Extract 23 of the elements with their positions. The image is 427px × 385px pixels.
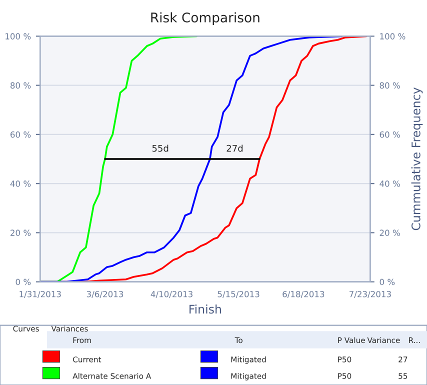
y2-tick-label: 20 % [380, 230, 400, 236]
x-tick-label: 4/10/2013 [150, 290, 192, 298]
y2-tick-label: 0 % [380, 278, 395, 286]
y-tick-label: 40 % [10, 180, 31, 187]
y2-tick-label: 40 % [380, 180, 400, 187]
x-tick-label: 6/18/2013 [282, 290, 324, 298]
y2-axis-title: Cummulative Frequency [411, 88, 423, 230]
x-tick-label: 5/15/2013 [218, 290, 260, 298]
y2-tick-label: 100 % [380, 33, 406, 40]
y-tick-label: 80 % [10, 82, 31, 89]
y2-tick-label: 60 % [380, 131, 400, 138]
x-tick-label: 3/6/2013 [86, 290, 124, 298]
chart-title: Risk Comparison [151, 12, 260, 26]
x-axis-title: Finish [190, 304, 221, 314]
annotation: 55d [152, 144, 168, 152]
x-tick-label: 1/31/2013 [20, 290, 61, 298]
x-tick-label: 7/23/2013 [350, 290, 391, 298]
y-tick-label: 100 % [6, 33, 31, 40]
y2-tick-label: 80 % [380, 82, 400, 89]
y-tick-label: 60 % [10, 131, 31, 138]
y-tick-label: 0 % [16, 278, 31, 286]
y-tick-label: 20 % [10, 230, 31, 236]
annotation: 27d [226, 144, 243, 152]
